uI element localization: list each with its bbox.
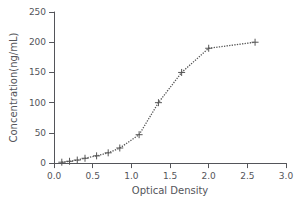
svg-text:0.5: 0.5 [86, 171, 100, 181]
svg-text:Optical Density: Optical Density [132, 185, 209, 196]
svg-text:Concentration(ng/mL): Concentration(ng/mL) [8, 33, 19, 143]
svg-text:0.0: 0.0 [47, 171, 62, 181]
svg-text:3.0: 3.0 [279, 171, 294, 181]
svg-text:250: 250 [29, 7, 46, 17]
svg-text:0: 0 [40, 158, 46, 168]
svg-text:2.0: 2.0 [202, 171, 217, 181]
svg-text:100: 100 [29, 98, 46, 108]
svg-text:200: 200 [29, 37, 46, 47]
svg-text:1.5: 1.5 [163, 171, 177, 181]
svg-text:50: 50 [35, 128, 47, 138]
svg-text:2.5: 2.5 [240, 171, 254, 181]
svg-text:150: 150 [29, 67, 46, 77]
svg-text:1.0: 1.0 [124, 171, 139, 181]
